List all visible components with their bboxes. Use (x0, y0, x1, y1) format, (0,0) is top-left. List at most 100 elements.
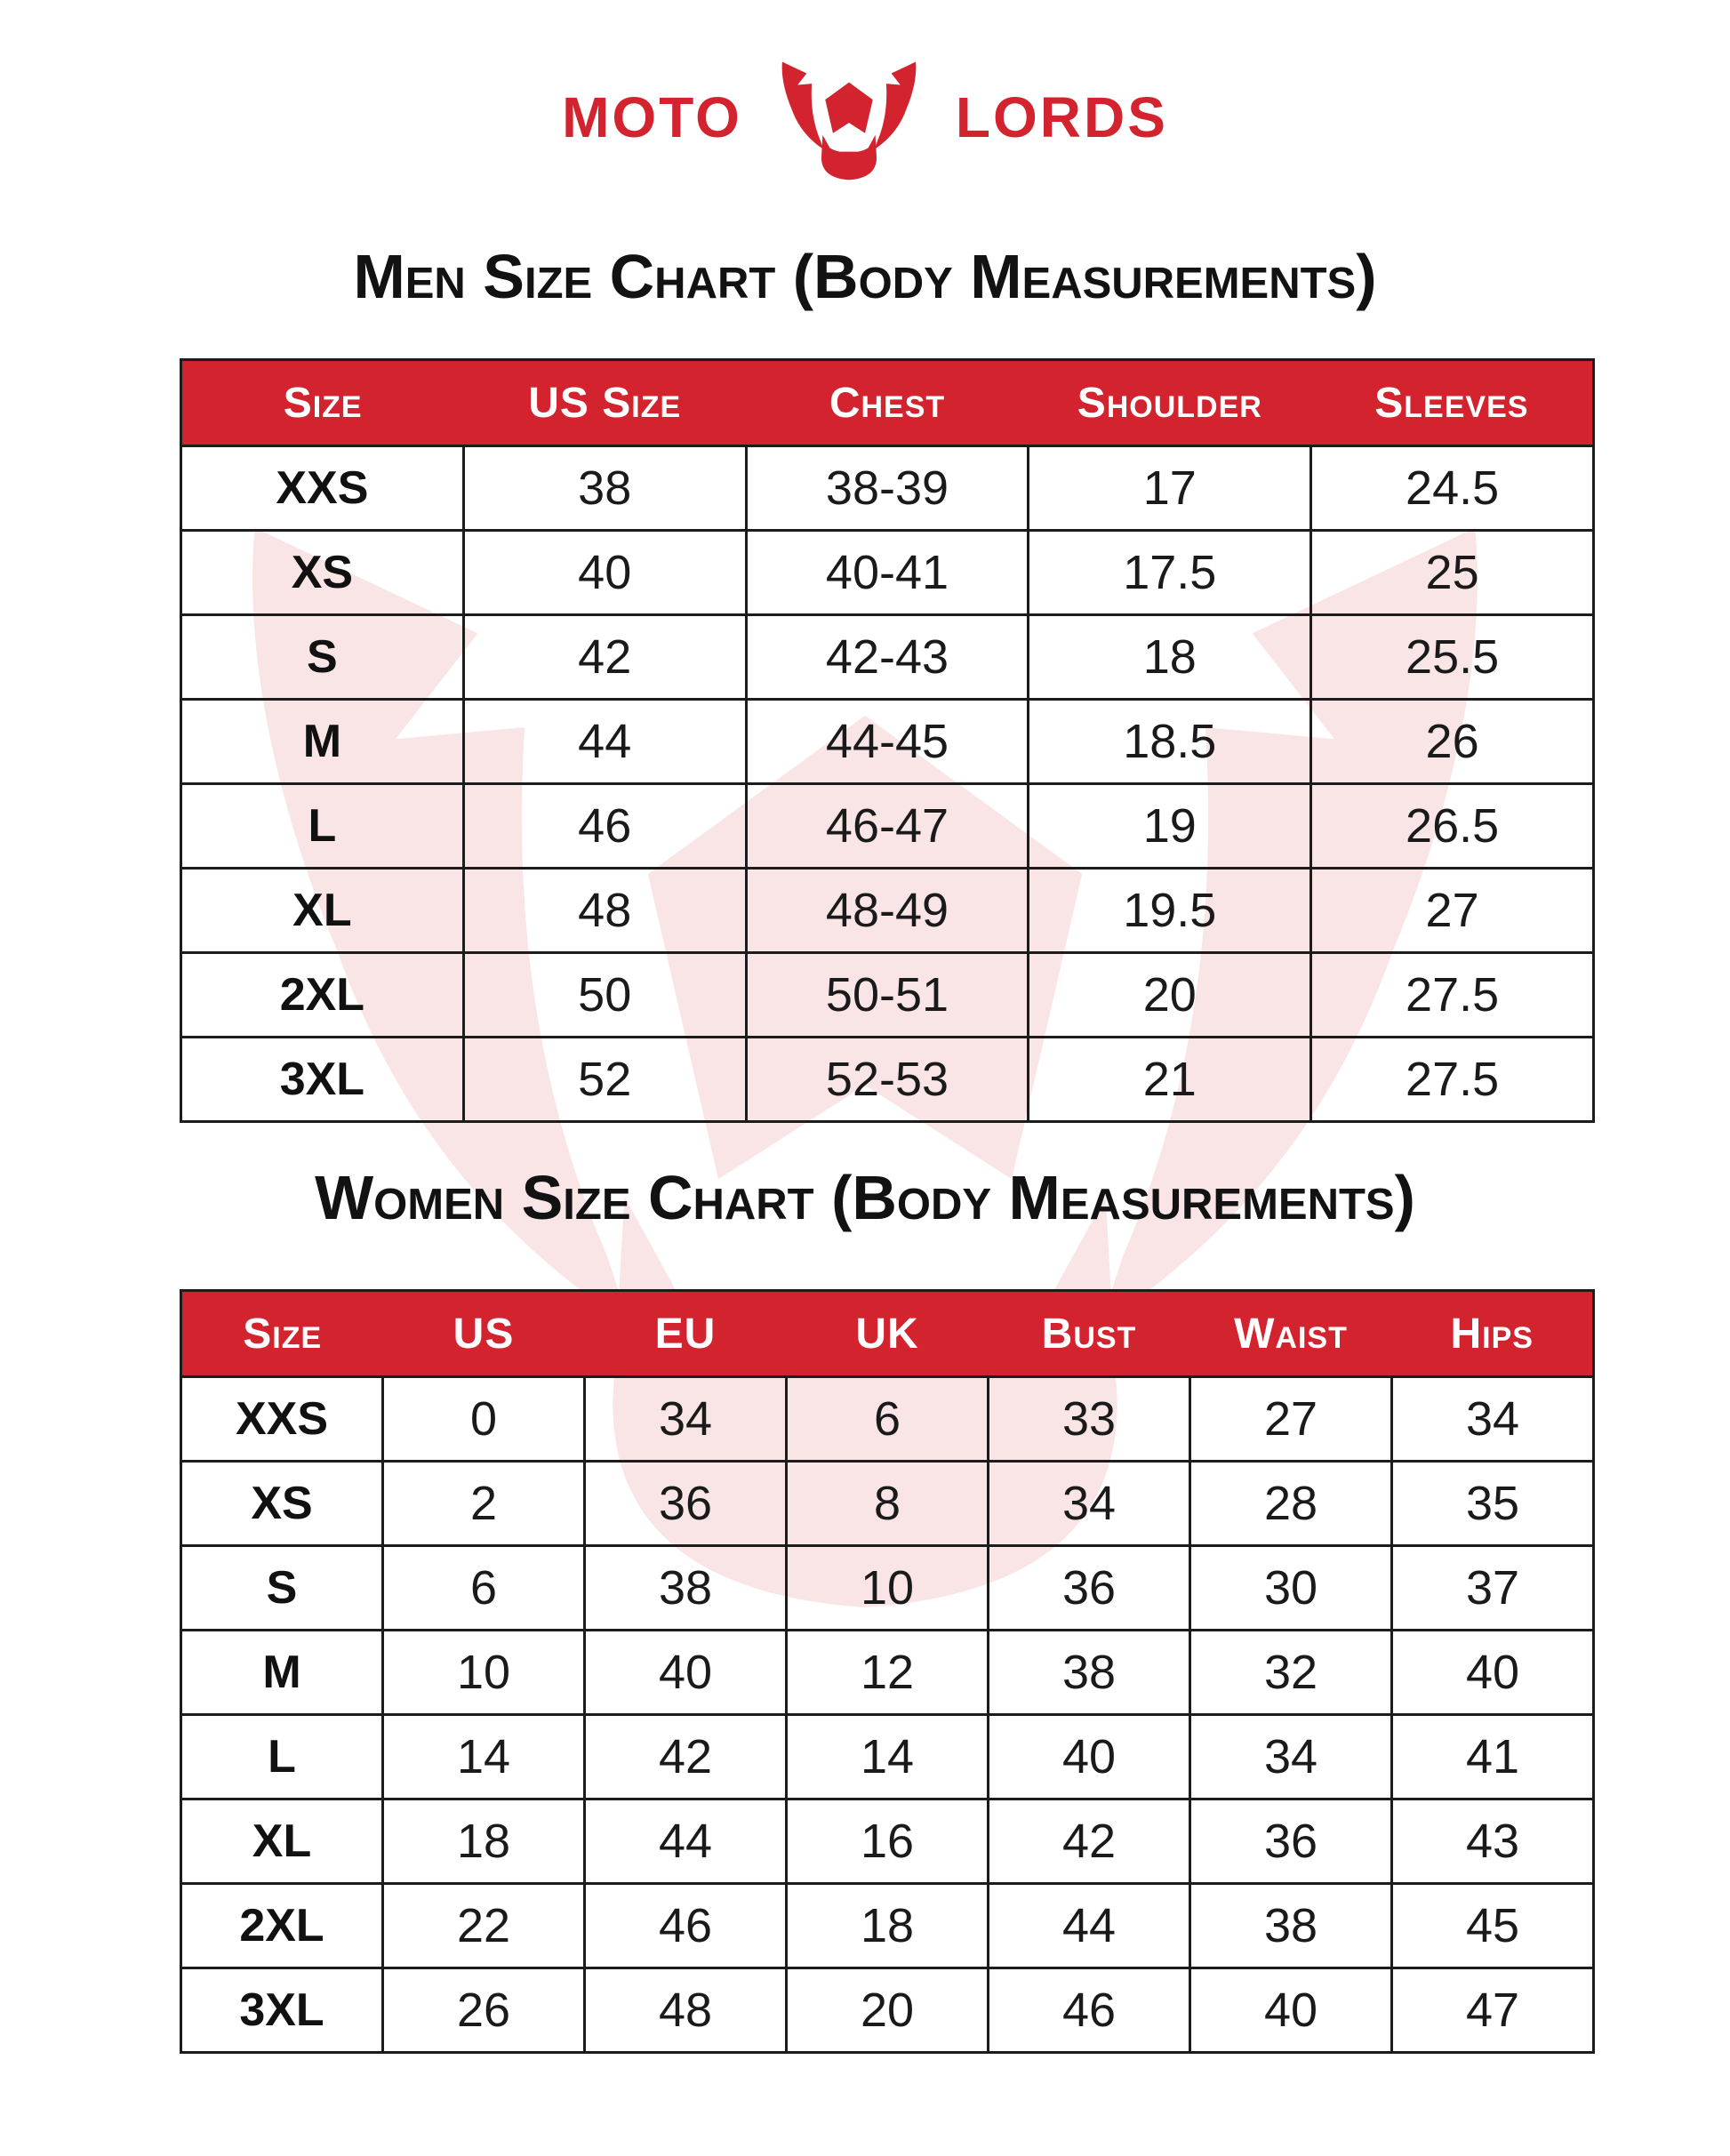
measurement-cell: 52 (461, 1036, 748, 1123)
measurement-cell: 48 (583, 1967, 788, 2054)
measurement-cell: 6 (785, 1375, 989, 1463)
column-header-us-size: US Size (463, 358, 747, 447)
brand-word-lords: LORDS (955, 85, 1168, 149)
table-row: 2XL 22 46 18 44 38 45 (180, 1882, 1595, 1969)
measurement-cell: 38 (583, 1544, 788, 1631)
measurement-cell: 44 (987, 1882, 1191, 1969)
table-row: 3XL 52 52-53 21 27.5 (180, 1036, 1595, 1123)
measurement-cell: 41 (1390, 1713, 1595, 1800)
table-row: 3XL 26 48 20 46 40 47 (180, 1967, 1595, 2054)
measurement-cell: 32 (1189, 1629, 1393, 1716)
measurement-cell: 45 (1390, 1882, 1595, 1969)
table-row: XXS 38 38-39 17 24.5 (180, 445, 1595, 532)
size-label-cell: S (180, 1544, 384, 1631)
column-header-us: US (382, 1289, 585, 1378)
measurement-cell: 18 (381, 1798, 586, 1885)
measurement-cell: 18.5 (1027, 698, 1313, 785)
size-label-cell: XXS (180, 1375, 384, 1463)
measurement-cell: 36 (1189, 1798, 1393, 1885)
table-row: S 42 42-43 18 25.5 (180, 613, 1595, 701)
measurement-cell: 30 (1189, 1544, 1393, 1631)
measurement-cell: 46 (987, 1967, 1191, 2054)
table-row: L 46 46-47 19 26.5 (180, 782, 1595, 870)
size-label-cell: 2XL (180, 951, 465, 1038)
measurement-cell: 14 (785, 1713, 989, 1800)
measurement-cell: 38-39 (744, 445, 1030, 532)
brand-word-moto: MOTO (562, 85, 742, 149)
measurement-cell: 22 (381, 1882, 586, 1969)
measurement-cell: 36 (987, 1544, 1191, 1631)
column-header-uk: UK (786, 1289, 989, 1378)
measurement-cell: 27.5 (1310, 1036, 1595, 1123)
column-header-hips: Hips (1391, 1289, 1595, 1378)
measurement-cell: 43 (1390, 1798, 1595, 1885)
women-chart-title: Women Size Chart (Body Measurements) (315, 1163, 1415, 1232)
measurement-cell: 25.5 (1310, 613, 1595, 701)
measurement-cell: 40 (1390, 1629, 1595, 1716)
measurement-cell: 20 (1027, 951, 1313, 1038)
measurement-cell: 44-45 (744, 698, 1030, 785)
measurement-cell: 19.5 (1027, 867, 1313, 954)
women-size-table: Size US EU UK Bust Waist Hips XXS 0 34 6 33 27 34 XS 2 3… (180, 1289, 1595, 2054)
size-label-cell: 3XL (180, 1967, 384, 2054)
measurement-cell: 52-53 (744, 1036, 1030, 1123)
table-row: M 44 44-45 18.5 26 (180, 698, 1595, 785)
measurement-cell: 27 (1310, 867, 1595, 954)
column-header-shoulder: Shoulder (1028, 358, 1311, 447)
table-row: L 14 42 14 40 34 41 (180, 1713, 1595, 1800)
table-row: 2XL 50 50-51 20 27.5 (180, 951, 1595, 1038)
measurement-cell: 44 (583, 1798, 788, 1885)
measurement-cell: 34 (987, 1460, 1191, 1547)
measurement-cell: 6 (381, 1544, 586, 1631)
measurement-cell: 40 (583, 1629, 788, 1716)
measurement-cell: 20 (785, 1967, 989, 2054)
measurement-cell: 33 (987, 1375, 1191, 1463)
header-row: Size US EU UK Bust Waist Hips (180, 1289, 1595, 1378)
size-label-cell: XXS (180, 445, 465, 532)
measurement-cell: 47 (1390, 1967, 1595, 2054)
measurement-cell: 38 (461, 445, 748, 532)
measurement-cell: 48-49 (744, 867, 1030, 954)
table-row: XXS 0 34 6 33 27 34 (180, 1375, 1595, 1463)
measurement-cell: 48 (461, 867, 748, 954)
measurement-cell: 46-47 (744, 782, 1030, 870)
measurement-cell: 10 (381, 1629, 586, 1716)
measurement-cell: 10 (785, 1544, 989, 1631)
measurement-cell: 16 (785, 1798, 989, 1885)
size-label-cell: M (180, 698, 465, 785)
measurement-cell: 46 (461, 782, 748, 870)
size-label-cell: L (180, 1713, 384, 1800)
size-label-cell: 3XL (180, 1036, 465, 1123)
column-header-bust: Bust (988, 1289, 1190, 1378)
measurement-cell: 14 (381, 1713, 586, 1800)
measurement-cell: 26 (1310, 698, 1595, 785)
measurement-cell: 40 (987, 1713, 1191, 1800)
measurement-cell: 40-41 (744, 529, 1030, 616)
table-row: XS 40 40-41 17.5 25 (180, 529, 1595, 616)
size-label-cell: L (180, 782, 465, 870)
men-chart-title: Men Size Chart (Body Measurements) (353, 242, 1377, 311)
table-row: S 6 38 10 36 30 37 (180, 1544, 1595, 1631)
measurement-cell: 0 (381, 1375, 586, 1463)
column-header-chest: Chest (746, 358, 1029, 447)
measurement-cell: 12 (785, 1629, 989, 1716)
table-row: XL 18 44 16 42 36 43 (180, 1798, 1595, 1885)
measurement-cell: 40 (1189, 1967, 1393, 2054)
measurement-cell: 28 (1189, 1460, 1393, 1547)
size-label-cell: XL (180, 867, 465, 954)
measurement-cell: 34 (1189, 1713, 1393, 1800)
table-row: M 10 40 12 38 32 40 (180, 1629, 1595, 1716)
measurement-cell: 38 (987, 1629, 1191, 1716)
size-label-cell: XL (180, 1798, 384, 1885)
measurement-cell: 26 (381, 1967, 586, 2054)
size-label-cell: M (180, 1629, 384, 1716)
measurement-cell: 42 (461, 613, 748, 701)
measurement-cell: 42 (987, 1798, 1191, 1885)
men-size-table: Size US Size Chest Shoulder Sleeves XXS 38 38-3… (180, 358, 1595, 1123)
measurement-cell: 35 (1390, 1460, 1595, 1547)
measurement-cell: 8 (785, 1460, 989, 1547)
measurement-cell: 40 (461, 529, 748, 616)
measurement-cell: 44 (461, 698, 748, 785)
header-row: Size US Size Chest Shoulder Sleeves (180, 358, 1595, 447)
measurement-cell: 24.5 (1310, 445, 1595, 532)
